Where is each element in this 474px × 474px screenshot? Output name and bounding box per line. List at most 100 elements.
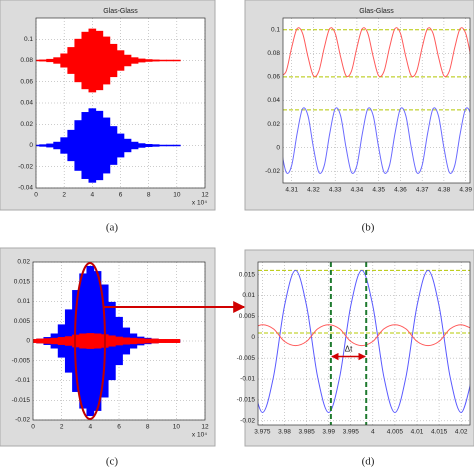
y-tick-label: 0.005 xyxy=(14,318,31,325)
highlight-ellipse xyxy=(74,262,106,420)
y-tick-label: 0 xyxy=(251,334,255,341)
x-tick-label: 4.37 xyxy=(416,187,429,194)
burst-slice xyxy=(57,337,66,345)
annotation: Δt xyxy=(345,345,353,354)
x-tick-label: 12 xyxy=(201,192,209,199)
burst-slice xyxy=(122,337,131,345)
burst-slice xyxy=(116,50,125,71)
burst-slice xyxy=(102,117,111,174)
burst-slice xyxy=(39,144,47,147)
signal-line xyxy=(258,269,470,413)
axes-box xyxy=(257,261,471,426)
y-tick-label: 0.1 xyxy=(24,36,33,43)
y-tick-label: 0.015 xyxy=(239,271,256,278)
burst-slice xyxy=(116,133,125,158)
signal-line xyxy=(258,324,470,347)
y-tick-label: 0.04 xyxy=(20,100,33,107)
burst-slice xyxy=(173,144,181,147)
x-tick-label: 4 xyxy=(371,429,375,436)
y-tick-label: 0.1 xyxy=(271,27,280,34)
burst-slice xyxy=(151,59,160,62)
burst-slice xyxy=(165,339,174,343)
burst-slice xyxy=(88,108,97,183)
caption: (a) xyxy=(106,222,119,234)
x-tick-label: 4.01 xyxy=(411,429,424,436)
plots: 0.10.080.060.040.020-0.02-0.040 2 4 6 8 10 12G… xyxy=(12,8,473,468)
x-tick-label: 0 xyxy=(31,424,35,431)
burst-slice xyxy=(109,126,118,165)
burst-slice xyxy=(60,53,68,68)
burst-slice xyxy=(53,141,61,150)
y-tick-label: 0.06 xyxy=(267,74,280,81)
x-tick-label: 4 xyxy=(89,424,93,431)
burst-slice xyxy=(144,59,153,62)
burst-slice xyxy=(165,59,174,62)
x-tick-label: 4 xyxy=(91,192,95,199)
burst-slice xyxy=(158,339,166,343)
burst-slice xyxy=(109,43,118,78)
plot-content xyxy=(36,28,181,183)
x-tick-label: 4.005 xyxy=(387,429,404,436)
plot-content xyxy=(258,262,470,425)
caption: (b) xyxy=(362,222,375,234)
burst-slice xyxy=(36,338,45,344)
x-tick-label: 4.31 xyxy=(285,187,298,194)
x-tick-label: 10 xyxy=(173,424,181,431)
burst-slice xyxy=(137,58,146,63)
subplot: 0.1 0.08 0.06 0.04 0.02 0 -0.02 4.31 4.32 4.33 4.3… xyxy=(265,8,472,234)
y-tick-label: -0.005 xyxy=(12,357,31,364)
caption: (d) xyxy=(362,456,375,468)
y-tick-label: 0.06 xyxy=(20,78,33,85)
burst-slice xyxy=(36,144,40,147)
x-tick-label: 12 xyxy=(201,424,209,431)
burst-slice xyxy=(129,337,138,345)
burst-slice xyxy=(81,31,90,90)
burst-slice xyxy=(79,333,88,349)
x-tick-label: 3.975 xyxy=(254,429,271,436)
axes-box xyxy=(35,17,206,189)
x-tick-label: 4.33 xyxy=(329,187,342,194)
burst-slice xyxy=(172,339,181,343)
burst-slice xyxy=(53,57,61,64)
chart-title: Glas-Glass xyxy=(359,8,394,15)
burst-slice xyxy=(123,54,132,67)
burst-slice xyxy=(123,138,132,153)
x-tick-label: 8 xyxy=(146,424,150,431)
burst-slice xyxy=(150,338,159,344)
x-tick-label: 2 xyxy=(60,424,64,431)
axes-box xyxy=(32,261,206,421)
burst-slice xyxy=(81,112,90,179)
x-tick-label: 2 xyxy=(62,192,66,199)
x-tick-label: 4.39 xyxy=(459,187,472,194)
y-tick-label: 0.01 xyxy=(17,298,30,305)
y-tick-label: -0.02 xyxy=(265,168,280,175)
caption: (c) xyxy=(106,456,119,468)
x-tick-label: 6 xyxy=(117,424,121,431)
x-tick-label: 0 xyxy=(34,192,38,199)
y-tick-label: -0.02 xyxy=(15,417,30,424)
y-tick-label: -0.04 xyxy=(18,185,33,192)
burst-slice xyxy=(39,59,47,62)
burst-slice xyxy=(102,36,111,85)
burst-slice xyxy=(67,129,76,162)
burst-slice xyxy=(93,333,102,349)
x-tick-label: 4.36 xyxy=(394,187,407,194)
burst-slice xyxy=(158,144,167,147)
x-tick-label: 4.02 xyxy=(455,429,468,436)
x-tick-label: 4.38 xyxy=(438,187,451,194)
y-tick-label: 0.02 xyxy=(17,259,30,266)
burst-slice xyxy=(36,59,40,62)
burst-slice xyxy=(115,336,123,346)
burst-slice xyxy=(67,47,76,74)
x-tick-label: 4.34 xyxy=(351,187,364,194)
y-tick-label: 0.015 xyxy=(14,278,31,285)
x-tick-label: 3.99 xyxy=(322,429,335,436)
burst-slice xyxy=(95,30,104,91)
burst-slice xyxy=(107,335,116,347)
signal-line xyxy=(283,27,470,78)
x-multiplier: x 10⁴ xyxy=(192,200,207,207)
burst-slice xyxy=(130,141,139,150)
y-tick-label: -0.005 xyxy=(237,355,256,362)
y-tick-label: -0.02 xyxy=(18,163,33,170)
burst-slice xyxy=(130,57,139,64)
